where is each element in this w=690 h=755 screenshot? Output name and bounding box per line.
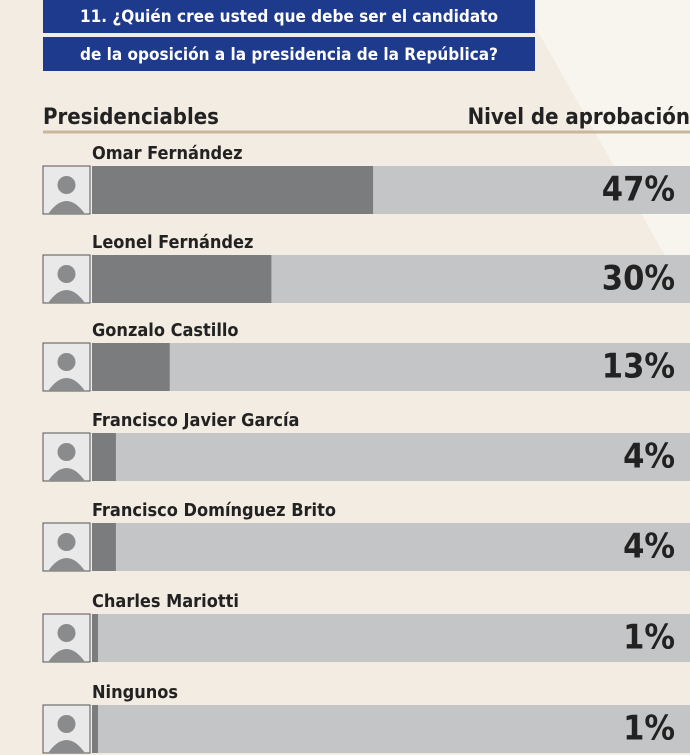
category-label: Omar Fernández: [92, 143, 243, 164]
category-label: Charles Mariotti: [92, 591, 239, 612]
value-label: 4%: [623, 437, 675, 477]
photo-head: [57, 265, 76, 283]
value-label: 4%: [623, 527, 675, 567]
category-label: Ningunos: [92, 682, 178, 703]
bar-track: [92, 343, 690, 391]
photo-head: [57, 533, 76, 551]
photo-body: [48, 649, 85, 662]
column-header: Presidenciables: [43, 105, 219, 130]
photo-body: [48, 468, 85, 481]
photo-body: [48, 201, 85, 214]
bar: [92, 343, 170, 391]
value-label: 47%: [602, 170, 675, 210]
value-label: 1%: [623, 618, 675, 658]
bar-track: [92, 705, 690, 753]
bar-track: [92, 433, 690, 481]
photo-head: [57, 715, 76, 733]
title-box: [43, 37, 535, 71]
column-header: Nivel de aprobación: [468, 105, 690, 130]
photo-body: [48, 378, 85, 391]
bar: [92, 705, 98, 753]
bar: [92, 255, 272, 303]
bar: [92, 433, 116, 481]
photo-head: [57, 176, 76, 194]
chart-title: de la oposición a la presidencia de la R…: [80, 45, 498, 65]
value-label: 13%: [602, 347, 675, 387]
title-box: [43, 0, 535, 33]
photo-head: [57, 443, 76, 461]
chart-title: 11. ¿Quién cree usted que debe ser el ca…: [80, 7, 498, 27]
bar: [92, 166, 374, 214]
category-label: Francisco Javier García: [92, 410, 299, 431]
photo-body: [48, 558, 85, 571]
value-label: 1%: [623, 709, 675, 749]
background-accent: [520, 0, 690, 300]
category-label: Francisco Domínguez Brito: [92, 500, 336, 521]
value-label: 30%: [602, 259, 675, 299]
photo-head: [57, 624, 76, 642]
photo-head: [57, 353, 76, 371]
photo-body: [48, 740, 85, 753]
bar: [92, 523, 116, 571]
category-label: Gonzalo Castillo: [92, 320, 239, 341]
bar: [92, 614, 98, 662]
photo-body: [48, 290, 85, 303]
category-label: Leonel Fernández: [92, 232, 253, 253]
bar-track: [92, 614, 690, 662]
bar-track: [92, 523, 690, 571]
